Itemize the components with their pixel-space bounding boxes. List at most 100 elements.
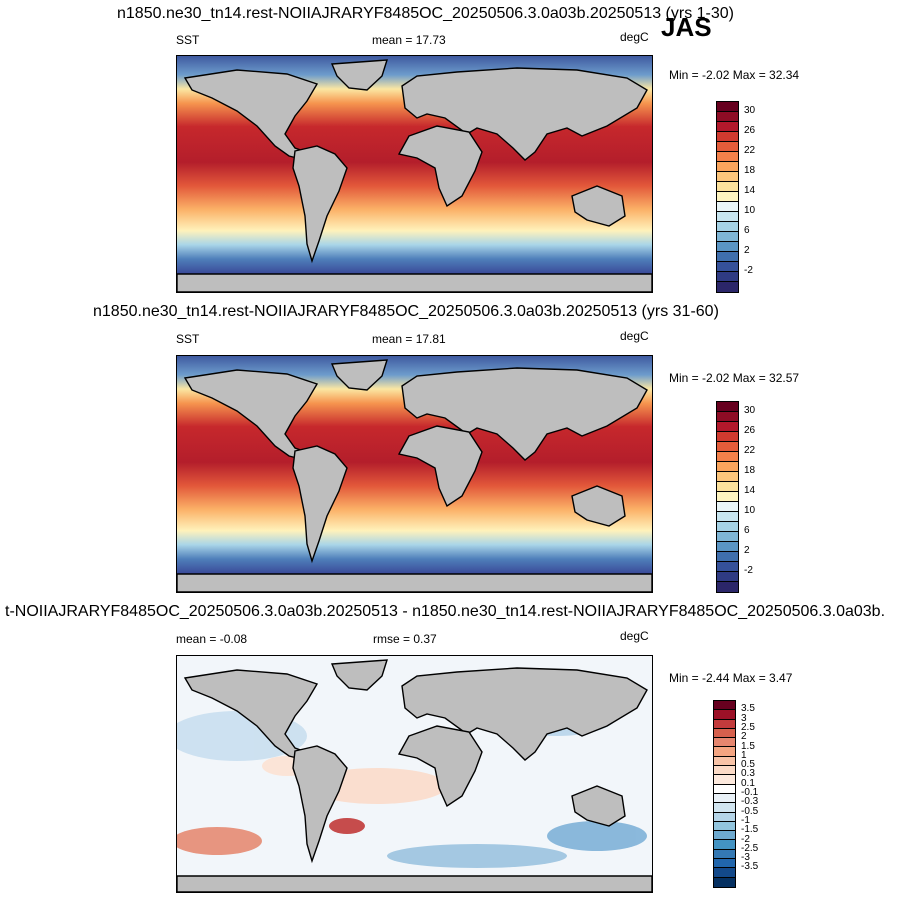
colorbar-tick-label: 6 xyxy=(744,525,750,536)
colorbar-segment xyxy=(717,412,738,422)
colorbar-tick-label: -2 xyxy=(741,833,750,845)
colorbar-segment xyxy=(717,282,738,292)
colorbar-segment xyxy=(714,868,735,878)
colorbar-segment xyxy=(717,462,738,472)
colorbar-tick-label: 18 xyxy=(744,465,756,476)
colorbar-segment xyxy=(714,784,735,794)
colorbar-segment xyxy=(717,212,738,222)
colorbar-segment xyxy=(714,821,735,832)
colorbar-tick-label: -3.5 xyxy=(741,861,759,873)
colorbar-segment xyxy=(717,152,738,162)
panel-2-title: n1850.ne30_tn14.rest-NOIIAJRARYF8485OC_2… xyxy=(93,303,719,320)
colorbar-tick-label: 30 xyxy=(744,405,756,416)
panel-3-rmse-label: rmse = 0.37 xyxy=(373,632,437,646)
colorbar-segment xyxy=(717,502,738,512)
land-masses xyxy=(177,659,652,892)
colorbar-tick-label: 3 xyxy=(741,712,747,724)
sst-field-map xyxy=(177,56,652,292)
panel-1-mean-label: mean = 17.73 xyxy=(372,33,446,47)
colorbar-segment xyxy=(717,572,738,582)
colorbar-segment xyxy=(714,840,735,850)
colorbar-tick-label: 0.5 xyxy=(741,759,755,771)
colorbar-tick-label: -2 xyxy=(744,565,753,576)
colorbar-segment xyxy=(714,803,735,813)
panel-3-units-label: degC xyxy=(620,629,649,643)
colorbar-segment xyxy=(717,552,738,562)
colorbar-segment xyxy=(717,202,738,212)
colorbar-tick-label: 18 xyxy=(744,165,756,176)
colorbar-segment xyxy=(714,710,735,720)
colorbar-tick-label: 30 xyxy=(744,105,756,116)
panel-2-units-label: degC xyxy=(620,329,649,343)
colorbar-tick-label: 10 xyxy=(744,205,756,216)
sst-field-map xyxy=(177,356,652,592)
colorbar-segment xyxy=(717,232,738,242)
colorbar-segment xyxy=(714,756,735,767)
colorbar-tick-label: 2 xyxy=(741,731,747,743)
panel-1-colorbar xyxy=(716,101,739,293)
colorbar-tick-label: 2.5 xyxy=(741,721,755,733)
colorbar-tick-label: 22 xyxy=(744,145,756,156)
colorbar-tick-label: -1.5 xyxy=(741,824,759,836)
colorbar-segment xyxy=(717,532,738,542)
panel-1-map xyxy=(176,55,653,293)
panel-2-mean-label: mean = 17.81 xyxy=(372,332,446,346)
colorbar-segment xyxy=(717,242,738,252)
colorbar-segment xyxy=(717,102,738,112)
colorbar-segment xyxy=(717,252,738,262)
panel-3-mean-label: mean = -0.08 xyxy=(176,632,248,646)
colorbar-segment xyxy=(714,849,735,860)
colorbar-segment xyxy=(714,747,735,757)
panel-3-colorbar xyxy=(713,700,736,888)
colorbar-segment xyxy=(717,142,738,152)
colorbar-tick-label: -2.5 xyxy=(741,842,759,854)
panel-3-title: t-NOIIAJRARYF8485OC_20250506.3.0a03b.202… xyxy=(5,603,886,620)
colorbar-segment xyxy=(717,482,738,492)
colorbar-segment xyxy=(717,442,738,452)
colorbar-segment xyxy=(717,132,738,142)
colorbar-segment xyxy=(714,793,735,804)
colorbar-tick-label: 0.1 xyxy=(741,777,755,789)
colorbar-segment xyxy=(717,512,738,522)
colorbar-segment xyxy=(714,775,735,785)
colorbar-segment xyxy=(717,562,738,572)
panel-2-map xyxy=(176,355,653,593)
colorbar-segment xyxy=(717,162,738,172)
colorbar-segment xyxy=(717,452,738,462)
colorbar-tick-label: 22 xyxy=(744,445,756,456)
colorbar-tick-label: -2 xyxy=(744,265,753,276)
colorbar-segment xyxy=(717,112,738,122)
colorbar-tick-label: 1.5 xyxy=(741,740,755,752)
colorbar-segment xyxy=(717,492,738,502)
colorbar-tick-label: 6 xyxy=(744,225,750,236)
colorbar-segment xyxy=(717,172,738,182)
land-masses xyxy=(177,359,652,592)
colorbar-segment xyxy=(714,812,735,822)
colorbar-tick-label: -0.3 xyxy=(741,796,759,808)
panel-3-minmax-label: Min = -2.44 Max = 3.47 xyxy=(669,671,793,685)
colorbar-segment xyxy=(714,766,735,776)
colorbar-segment xyxy=(717,272,738,282)
colorbar-tick-label: 2 xyxy=(744,545,750,556)
colorbar-tick-label: 14 xyxy=(744,485,756,496)
panel-2-colorbar xyxy=(716,401,739,593)
colorbar-segment xyxy=(717,522,738,532)
panel-3-map xyxy=(176,655,653,893)
colorbar-tick-label: 26 xyxy=(744,425,756,436)
colorbar-segment xyxy=(717,542,738,552)
colorbar-segment xyxy=(717,472,738,482)
colorbar-segment xyxy=(714,738,735,748)
colorbar-tick-label: 2 xyxy=(744,245,750,256)
colorbar-tick-label: -1 xyxy=(741,814,750,826)
colorbar-segment xyxy=(717,192,738,202)
sst-difference-map xyxy=(177,656,652,892)
colorbar-tick-label: 14 xyxy=(744,185,756,196)
colorbar-segment xyxy=(717,122,738,132)
colorbar-tick-label: -3 xyxy=(741,852,750,864)
colorbar-segment xyxy=(714,859,735,869)
colorbar-segment xyxy=(717,432,738,442)
colorbar-tick-label: 1 xyxy=(741,749,747,761)
colorbar-segment xyxy=(717,262,738,272)
colorbar-segment xyxy=(714,831,735,841)
colorbar-segment xyxy=(717,422,738,432)
